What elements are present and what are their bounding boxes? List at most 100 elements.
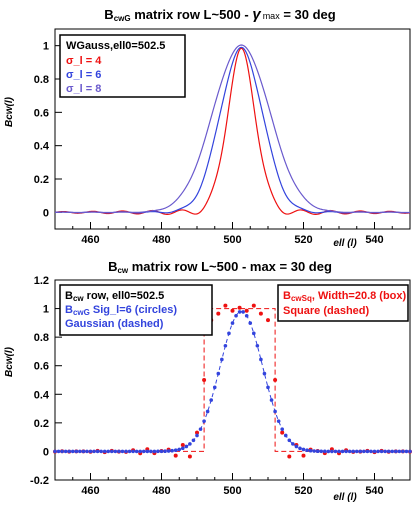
bottom-circle-point [220, 357, 224, 362]
bottom-circle-point [266, 385, 270, 390]
top-title: BcwG matrix row L~500 - γ max = 30 deg [104, 6, 335, 23]
bottom-xlabel: ell (l) [333, 492, 357, 503]
bottom-circle-point [188, 442, 192, 446]
bottom-circle-point [60, 449, 64, 454]
bottom-circle-point [173, 448, 178, 453]
bottom-circle-point [237, 310, 242, 314]
top-legend-entry-sigma8: σ_l = 8 [66, 83, 101, 95]
bottom-circle-point [95, 449, 100, 454]
bottom-circle-point [372, 449, 377, 454]
bottom-ytick-label: 0.6 [34, 361, 49, 373]
bottom-circle-point [223, 343, 228, 348]
bottom-box-point [280, 430, 285, 435]
bottom-circle-point [351, 449, 356, 454]
top-legend-entry-sigma6: σ_l = 6 [66, 69, 101, 81]
bottom-circle-point [301, 447, 306, 452]
top-curves [54, 44, 411, 215]
bottom-ytick-label: -0.2 [30, 475, 49, 487]
bottom-circle-point [152, 449, 157, 454]
top-xlabel: ell (l) [333, 238, 357, 249]
bottom-circle-point [85, 449, 89, 454]
bottom-circle-point [163, 449, 167, 454]
bottom-circle-point [287, 438, 292, 443]
bottom-circle-point [230, 321, 235, 325]
bottom-circle-point [92, 449, 96, 454]
bottom-left-legend-header: Bcw row, ell0=502.5 [65, 290, 164, 303]
bottom-circle-point [241, 310, 245, 314]
bottom-box-point [202, 378, 207, 382]
bottom-circle-point [273, 409, 277, 414]
bottom-circle-point [344, 449, 348, 454]
bottom-circle-point [390, 449, 395, 454]
bottom-circle-point [159, 449, 164, 454]
bottom-circle-point [312, 449, 316, 453]
bottom-box-point [258, 311, 263, 316]
bottom-circle-point [216, 371, 221, 376]
bottom-circle-point [252, 331, 256, 336]
bottom-circle-point [102, 449, 107, 454]
bottom-circle-point [294, 444, 299, 449]
bottom-circle-point [386, 449, 391, 454]
top-panel: BcwG matrix row L~500 - γ max = 30 deg 46… [4, 6, 411, 249]
bottom-circle-point [369, 449, 373, 454]
top-ytick-label: 0.2 [34, 174, 49, 186]
bottom-box-point [180, 442, 185, 447]
bottom-circle-point [379, 449, 384, 454]
bottom-circle-point [191, 438, 196, 443]
bottom-circle-point [401, 449, 405, 454]
bottom-circle-point [170, 448, 174, 453]
bottom-box-point [287, 454, 292, 459]
bottom-circle-point [255, 343, 260, 348]
bottom-xtick-label: 540 [365, 485, 383, 497]
bottom-left-legend-gaussian: Gaussian (dashed) [65, 318, 164, 330]
bottom-circle-point [330, 449, 334, 454]
bottom-circle-point [195, 433, 199, 438]
bottom-circle-point [141, 449, 146, 454]
bottom-circle-point [262, 371, 267, 376]
bottom-curves [53, 303, 412, 459]
bottom-xtick-label: 480 [152, 485, 170, 497]
bottom-ticks: 460 480 500 520 540 -0.2 0 0.2 0.4 0.6 0.8 1 1.2 [30, 275, 411, 497]
bottom-circle-point [156, 449, 160, 454]
bottom-circle-point [209, 398, 213, 402]
bottom-right-legend-square: Square (dashed) [283, 305, 370, 317]
bottom-xtick-label: 500 [223, 485, 241, 497]
bottom-circle-point [354, 449, 359, 454]
top-xtick-label: 540 [365, 234, 383, 246]
top-xtick-label: 500 [223, 234, 241, 246]
bottom-box-point [173, 453, 178, 458]
bottom-circle-point [337, 449, 341, 454]
bottom-circle-point [202, 419, 206, 423]
bottom-circle-point [149, 449, 153, 454]
bottom-circle-point [134, 449, 139, 454]
bottom-circle-point [88, 449, 93, 454]
bottom-circle-point [340, 449, 345, 454]
bottom-box-point [244, 308, 249, 313]
bottom-circle-point [205, 409, 210, 414]
bottom-box-point [266, 318, 270, 323]
bottom-circle-point [347, 449, 352, 454]
bottom-circle-point [81, 449, 86, 454]
bottom-circle-point [376, 449, 380, 454]
bottom-circle-point [358, 449, 363, 454]
bottom-circle-point [362, 449, 366, 454]
top-ylabel: Bcw(l) [4, 96, 15, 127]
bottom-circle-point [248, 321, 253, 325]
bottom-circle-point [106, 449, 111, 454]
bottom-circle-point [269, 398, 274, 402]
bottom-circle-point [198, 427, 203, 431]
bottom-circle-point [280, 427, 285, 431]
bottom-circle-point [184, 444, 189, 449]
bottom-circle-point [63, 449, 68, 454]
top-xtick-label: 520 [294, 234, 312, 246]
bottom-circle-point [113, 449, 118, 454]
bottom-circle-point [397, 449, 402, 454]
bottom-ytick-label: 0.2 [34, 418, 49, 430]
bottom-xtick-label: 520 [294, 485, 312, 497]
bottom-ytick-label: 0 [43, 446, 49, 458]
bottom-circle-point [383, 449, 387, 454]
top-ytick-label: 1 [43, 41, 49, 53]
bottom-circle-point [117, 449, 121, 454]
bottom-ytick-label: 0.8 [34, 332, 49, 344]
bottom-circle-point [127, 449, 132, 454]
